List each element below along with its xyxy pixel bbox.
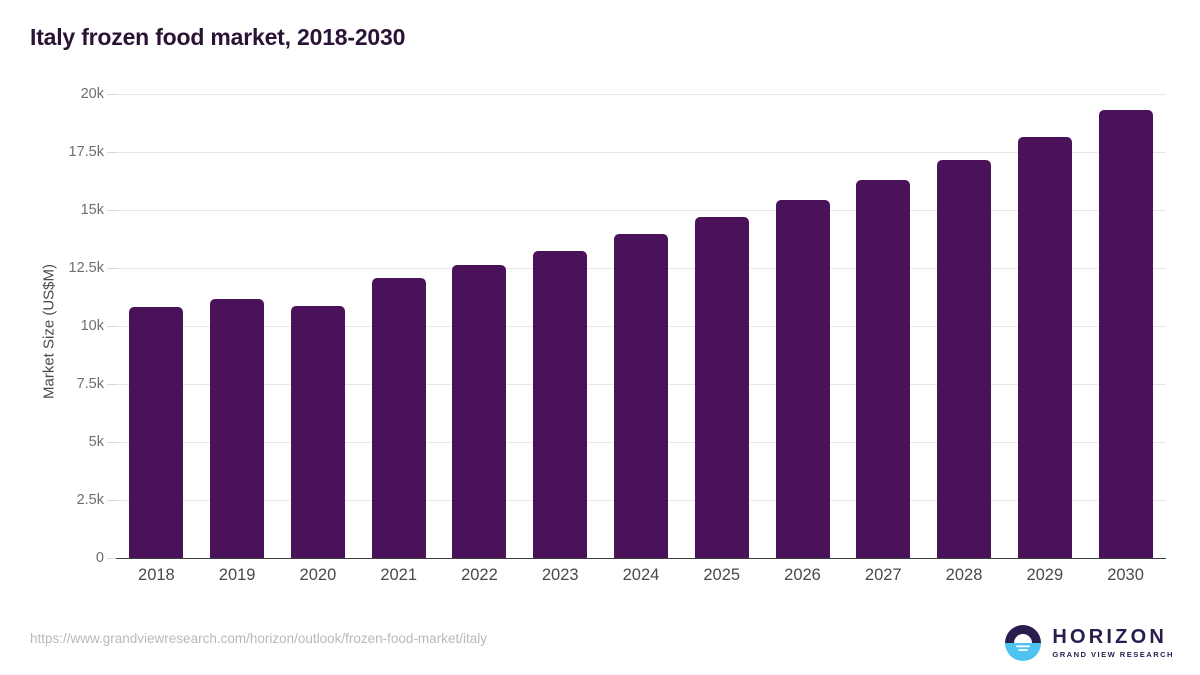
bar-2024[interactable] bbox=[613, 234, 668, 558]
plot-area: Market Size (US$M) 0 2.5k 5k 7.5k 10k 12.5k 15… bbox=[41, 86, 1166, 585]
y-tick-label: 10k bbox=[80, 318, 104, 334]
bar-2030[interactable] bbox=[1098, 110, 1153, 558]
bar-slot bbox=[358, 94, 439, 558]
bar-slot bbox=[439, 94, 520, 558]
bar-2023[interactable] bbox=[533, 250, 588, 558]
bar-slot bbox=[681, 94, 762, 558]
x-tick-label: 2025 bbox=[703, 566, 741, 584]
bar-slot bbox=[924, 94, 1005, 558]
source-url[interactable]: https://www.grandviewresearch.com/horizo… bbox=[30, 631, 487, 646]
bar-slot bbox=[762, 94, 843, 558]
x-tick-label: 2026 bbox=[784, 566, 821, 584]
y-tick-mark bbox=[107, 500, 116, 501]
y-tick-label: 0 bbox=[95, 550, 104, 566]
y-tick-mark bbox=[107, 210, 116, 211]
y-tick-label: 15k bbox=[80, 202, 104, 218]
bar-slot bbox=[1004, 94, 1085, 558]
footer: https://www.grandviewresearch.com/horizo… bbox=[0, 613, 1200, 675]
bar-2018[interactable] bbox=[129, 307, 184, 558]
page-title: Italy frozen food market, 2018-2030 bbox=[30, 24, 406, 50]
bar-slot bbox=[520, 94, 601, 558]
bar-slot bbox=[116, 94, 197, 558]
y-tick-label: 17.5k bbox=[68, 144, 104, 160]
logo-text: HORIZON GRAND VIEW RESEARCH bbox=[1052, 627, 1174, 659]
bar-2021[interactable] bbox=[371, 278, 426, 558]
x-tick-label: 2018 bbox=[138, 566, 175, 584]
y-tick-label: 7.5k bbox=[76, 376, 104, 392]
bar-slot bbox=[601, 94, 682, 558]
y-tick-label: 20k bbox=[80, 86, 104, 102]
bar-slot bbox=[843, 94, 924, 558]
bar-2020[interactable] bbox=[290, 306, 345, 558]
x-tick-label: 2028 bbox=[945, 566, 983, 584]
bar-2019[interactable] bbox=[210, 299, 265, 558]
y-tick-mark bbox=[107, 326, 116, 327]
x-tick-label: 2029 bbox=[1026, 566, 1064, 584]
x-tick-label: 2019 bbox=[218, 566, 256, 584]
x-axis-labels: 2018 2019 2020 2021 2022 2023 2024 2025 2026 2027… bbox=[116, 566, 1166, 585]
y-tick-mark bbox=[107, 384, 116, 385]
y-tick-label: 5k bbox=[88, 434, 104, 450]
y-tick-label: 12.5k bbox=[68, 260, 104, 276]
y-tick-mark bbox=[107, 94, 116, 95]
y-tick-mark bbox=[107, 268, 116, 269]
bar-2029[interactable] bbox=[1017, 136, 1072, 558]
horizon-sun-circle-icon bbox=[1005, 625, 1042, 661]
gridline bbox=[116, 94, 1166, 95]
gridline bbox=[116, 558, 1166, 560]
bar-slot bbox=[1085, 94, 1166, 558]
x-tick-label: 2020 bbox=[299, 566, 337, 584]
bar-2028[interactable] bbox=[937, 160, 992, 558]
x-tick-label: 2022 bbox=[461, 566, 498, 584]
gridline bbox=[116, 152, 1166, 153]
bar-2027[interactable] bbox=[856, 179, 911, 558]
logo-wordmark: HORIZON bbox=[1052, 626, 1167, 649]
bar-2026[interactable] bbox=[775, 199, 830, 558]
logo-tagline: GRAND VIEW RESEARCH bbox=[1052, 650, 1174, 660]
bar-2025[interactable] bbox=[694, 216, 749, 558]
x-tick-label: 2024 bbox=[622, 566, 660, 584]
y-tick-mark bbox=[107, 152, 116, 153]
bar-2022[interactable] bbox=[452, 264, 507, 558]
bar-slot bbox=[197, 94, 278, 558]
gridline bbox=[116, 210, 1166, 211]
x-tick-label: 2021 bbox=[380, 566, 418, 584]
bars-layer bbox=[116, 94, 1166, 558]
bar-slot bbox=[278, 94, 359, 558]
y-tick-label: 2.5k bbox=[76, 492, 104, 508]
x-tick-label: 2030 bbox=[1107, 566, 1144, 584]
y-tick-mark bbox=[107, 442, 116, 443]
x-tick-label: 2023 bbox=[541, 566, 579, 584]
x-tick-label: 2027 bbox=[864, 566, 902, 584]
brand-logo: HORIZON GRAND VIEW RESEARCH bbox=[1003, 623, 1174, 663]
y-tick-mark bbox=[107, 558, 116, 559]
